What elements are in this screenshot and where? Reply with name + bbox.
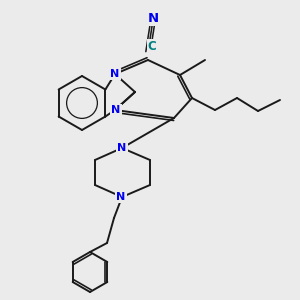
Text: N: N	[111, 105, 121, 115]
Text: C: C	[148, 40, 156, 52]
Text: N: N	[117, 143, 127, 153]
Text: N: N	[110, 69, 120, 79]
Text: N: N	[147, 11, 159, 25]
Text: N: N	[116, 192, 126, 202]
